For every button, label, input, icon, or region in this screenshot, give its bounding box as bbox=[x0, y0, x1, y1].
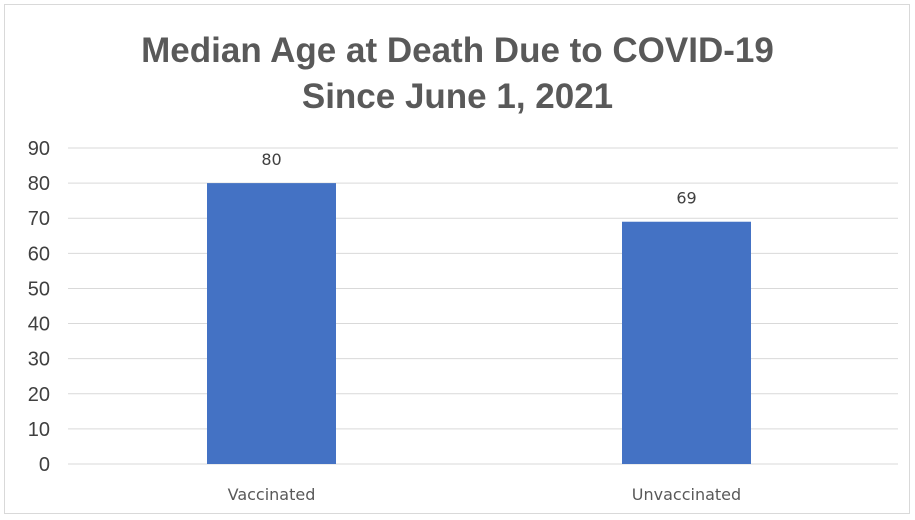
chart-title: Median Age at Death Due to COVID-19 Sinc… bbox=[0, 28, 915, 120]
data-label: 80 bbox=[261, 150, 281, 169]
x-tick-label: Unvaccinated bbox=[632, 485, 741, 504]
y-tick-label: 70 bbox=[28, 208, 50, 230]
y-tick-label: 0 bbox=[39, 454, 50, 476]
y-tick-label: 20 bbox=[28, 384, 50, 406]
y-tick-label: 30 bbox=[28, 349, 50, 371]
y-tick-label: 60 bbox=[28, 243, 50, 265]
y-tick-label: 10 bbox=[28, 419, 50, 441]
bar-vaccinated bbox=[207, 183, 336, 464]
y-tick-label: 50 bbox=[28, 278, 50, 300]
y-tick-label: 80 bbox=[28, 173, 50, 195]
chart-title-line-1: Median Age at Death Due to COVID-19 bbox=[141, 31, 774, 70]
y-tick-label: 90 bbox=[28, 138, 50, 160]
x-tick-label: Vaccinated bbox=[228, 485, 316, 504]
bar-unvaccinated bbox=[622, 221, 751, 464]
chart-title-line-2: Since June 1, 2021 bbox=[301, 77, 614, 116]
data-label: 69 bbox=[676, 189, 696, 208]
y-tick-label: 40 bbox=[28, 314, 50, 336]
